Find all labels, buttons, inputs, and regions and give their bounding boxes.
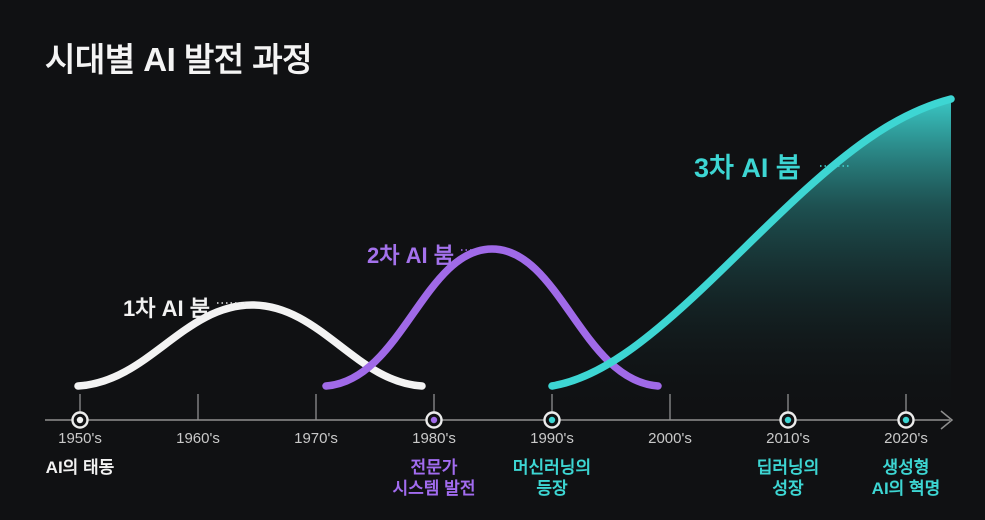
tick-label-2010s: 2010's bbox=[766, 430, 810, 447]
boom3-label: 3차 AI 붐 bbox=[694, 153, 801, 183]
timeline-marker-2010s bbox=[779, 411, 797, 429]
milestone-label-machine-learning: 머신러닝의 등장 bbox=[512, 458, 592, 498]
timeline-marker-1980s bbox=[425, 411, 443, 429]
boom1-label: 1차 AI 붐 bbox=[123, 296, 210, 321]
milestone-label-generative-ai: 생성형 AI의 혁명 bbox=[871, 458, 941, 498]
boom2-label: 2차 AI 붐 bbox=[367, 243, 454, 268]
timeline-marker-1950s bbox=[71, 411, 89, 429]
boom3-area-fill bbox=[552, 99, 951, 410]
tick-label-1980s: 1980's bbox=[412, 430, 456, 447]
axis-arrow-icon bbox=[940, 410, 954, 430]
tick-label-1960s: 1960's bbox=[176, 430, 220, 447]
tick-label-1950s: 1950's bbox=[58, 430, 102, 447]
milestone-label-deep-learning: 딥러닝의 성장 bbox=[756, 458, 820, 498]
milestone-label-expert-systems: 전문가 시스템 발전 bbox=[392, 458, 476, 498]
tick-label-1970s: 1970's bbox=[294, 430, 338, 447]
milestone-label-birth-of-ai: AI의 태동 bbox=[45, 458, 115, 477]
boom3-curve bbox=[548, 95, 955, 390]
timeline-marker-1990s bbox=[543, 411, 561, 429]
timeline-marker-2020s bbox=[897, 411, 915, 429]
page-title: 시대별 AI 발전 과정 bbox=[45, 41, 313, 78]
boom2-curve bbox=[322, 245, 662, 390]
tick-label-2000s: 2000's bbox=[648, 430, 692, 447]
tick-label-2020s: 2020's bbox=[884, 430, 928, 447]
tick-label-1990s: 1990's bbox=[530, 430, 574, 447]
